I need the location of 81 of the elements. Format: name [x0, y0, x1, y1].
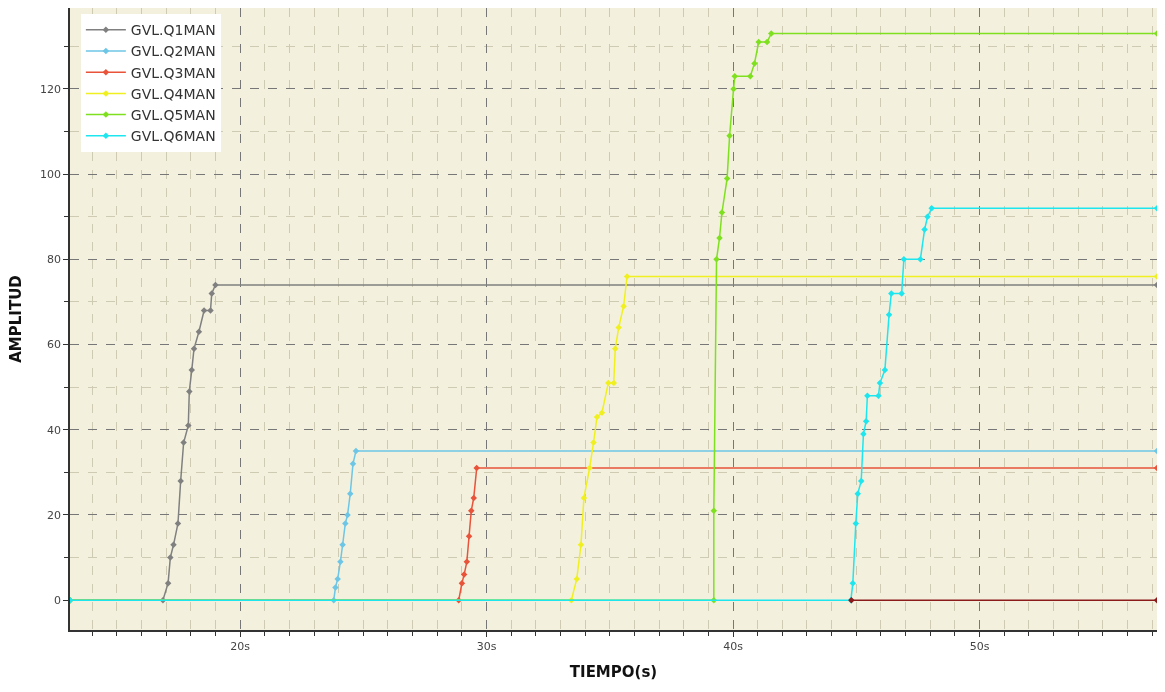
point: [339, 541, 346, 549]
point: [598, 409, 606, 416]
legend-label: GVL.Q4MAN: [130, 85, 216, 102]
point: [470, 494, 477, 502]
x-tick-label: 40s: [723, 639, 744, 653]
point: [857, 477, 865, 485]
point: [875, 392, 882, 399]
y-axis-title: AMPLITUD: [6, 275, 25, 363]
point: [924, 213, 931, 220]
y-tick-label: 120: [40, 82, 62, 96]
point: [876, 379, 884, 387]
point: [611, 345, 619, 353]
point: [751, 60, 758, 67]
point: [921, 226, 928, 233]
point: [573, 575, 581, 583]
point: [862, 418, 870, 425]
point: [332, 584, 339, 591]
point: [185, 422, 192, 429]
y-tick-label: 0: [54, 594, 62, 608]
y-tick-label: 60: [47, 338, 62, 352]
point: [610, 379, 617, 387]
point: [468, 507, 475, 514]
x-tick-label: 30s: [476, 639, 497, 653]
point: [615, 324, 622, 331]
point: [928, 204, 935, 212]
x-tick-label: 20s: [230, 639, 251, 653]
point: [463, 558, 471, 566]
point: [898, 290, 905, 297]
point: [577, 541, 585, 549]
point: [726, 132, 733, 140]
point: [337, 558, 344, 566]
point: [342, 520, 349, 527]
y-tick-label: 40: [47, 423, 62, 437]
legend-label: GVL.Q3MAN: [130, 64, 216, 81]
point: [885, 311, 893, 318]
y-tick-label: 20: [47, 508, 62, 522]
point: [731, 72, 739, 80]
legend-label: GVL.Q2MAN: [130, 43, 216, 60]
y-tick-label: 100: [40, 168, 62, 181]
y-tick-label: 80: [47, 253, 62, 267]
point: [458, 579, 466, 587]
point: [580, 494, 588, 502]
point: [164, 579, 172, 587]
point: [854, 490, 862, 497]
point: [864, 392, 871, 399]
point: [195, 328, 203, 336]
point: [768, 30, 775, 37]
point: [177, 477, 184, 485]
line-series: [70, 204, 1157, 604]
point: [747, 72, 754, 80]
point: [620, 302, 627, 310]
point: [713, 256, 720, 263]
legend-label: GVL.Q1MAN: [130, 22, 216, 39]
point: [208, 290, 215, 297]
point: [593, 413, 601, 421]
point: [186, 388, 193, 395]
point: [888, 290, 895, 297]
point: [180, 439, 187, 446]
point: [334, 575, 341, 583]
point: [917, 256, 924, 263]
point: [763, 38, 771, 46]
point: [188, 366, 196, 374]
point: [473, 464, 480, 472]
point: [465, 533, 473, 540]
point: [755, 38, 762, 46]
point: [849, 579, 857, 587]
point: [190, 345, 198, 353]
point: [881, 366, 889, 374]
point: [605, 379, 612, 387]
point: [347, 490, 354, 497]
x-tick-label: 50s: [969, 639, 990, 653]
legend-label: GVL.Q6MAN: [130, 128, 216, 145]
point: [590, 439, 597, 446]
point: [900, 256, 908, 263]
x-axis-title: TIEMPO(s): [569, 663, 658, 682]
legend-label: GVL.Q5MAN: [130, 107, 216, 124]
point: [349, 460, 357, 468]
point: [710, 507, 718, 514]
point: [207, 307, 214, 314]
point: [167, 554, 174, 561]
point: [352, 447, 360, 455]
